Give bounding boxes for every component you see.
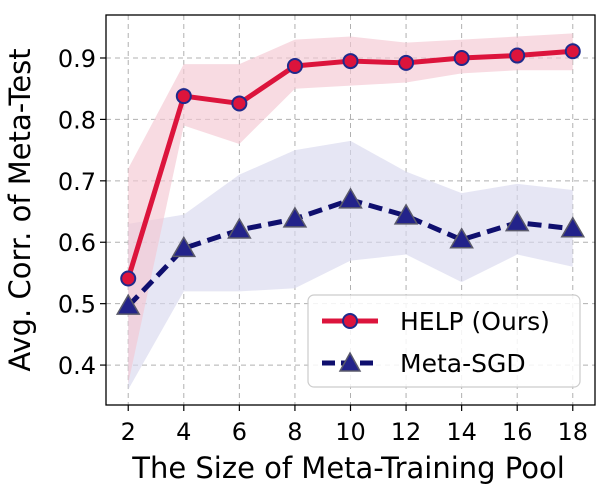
legend-label-meta-sgd: Meta-SGD <box>400 349 526 378</box>
data-point-meta-sgd <box>449 227 474 249</box>
data-point-meta-sgd <box>227 217 252 239</box>
series-markers <box>115 43 586 315</box>
data-point-help <box>231 95 248 112</box>
data-point-meta-sgd <box>282 206 308 228</box>
data-point-help <box>509 47 526 64</box>
confidence-bands <box>128 33 573 390</box>
x-tick-label: 18 <box>557 418 588 446</box>
x-tick-label: 12 <box>391 418 422 446</box>
y-axis-title: Avg. Corr. of Meta-Test <box>3 48 37 371</box>
x-tick-label: 2 <box>121 418 136 446</box>
y-tick-label: 0.5 <box>58 291 96 319</box>
data-point-meta-sgd <box>504 210 530 232</box>
band-help <box>128 33 573 384</box>
y-tick-label: 0.6 <box>58 229 96 257</box>
data-point-help <box>564 43 581 60</box>
legend-label-help: HELP (Ours) <box>400 307 550 336</box>
x-tick-label: 8 <box>287 418 302 446</box>
y-tick-label: 0.4 <box>58 352 96 380</box>
x-tick-label: 10 <box>335 418 366 446</box>
data-point-help <box>453 49 470 66</box>
legend-marker-help <box>342 313 358 329</box>
y-tick-label: 0.7 <box>58 168 96 196</box>
legend: HELP (Ours) Meta-SGD <box>307 294 581 388</box>
data-point-help <box>120 270 137 287</box>
x-axis-title: The Size of Meta-Training Pool <box>131 451 565 485</box>
x-tick-label: 6 <box>232 418 247 446</box>
x-tick-label: 16 <box>502 418 533 446</box>
band-meta-sgd <box>128 140 573 390</box>
data-point-meta-sgd <box>171 235 197 258</box>
y-tick-label: 0.8 <box>58 106 96 134</box>
data-point-meta-sgd <box>115 293 141 315</box>
y-tick-label: 0.9 <box>58 45 96 73</box>
x-tick-label: 14 <box>446 418 477 446</box>
data-point-help <box>398 54 415 71</box>
data-point-help <box>175 88 192 105</box>
axis-ticks: 2 4 6 8 10 12 14 16 18 0.4 0.5 0.6 0.7 0.8 0.9 <box>58 45 588 446</box>
data-point-meta-sgd <box>560 216 586 238</box>
data-point-meta-sgd <box>393 203 419 225</box>
data-point-help <box>286 57 303 74</box>
legend-box <box>307 294 581 388</box>
x-tick-label: 4 <box>176 418 191 446</box>
data-point-meta-sgd <box>338 187 363 209</box>
data-point-help <box>342 53 359 70</box>
legend-marker-meta-sgd <box>338 351 362 372</box>
